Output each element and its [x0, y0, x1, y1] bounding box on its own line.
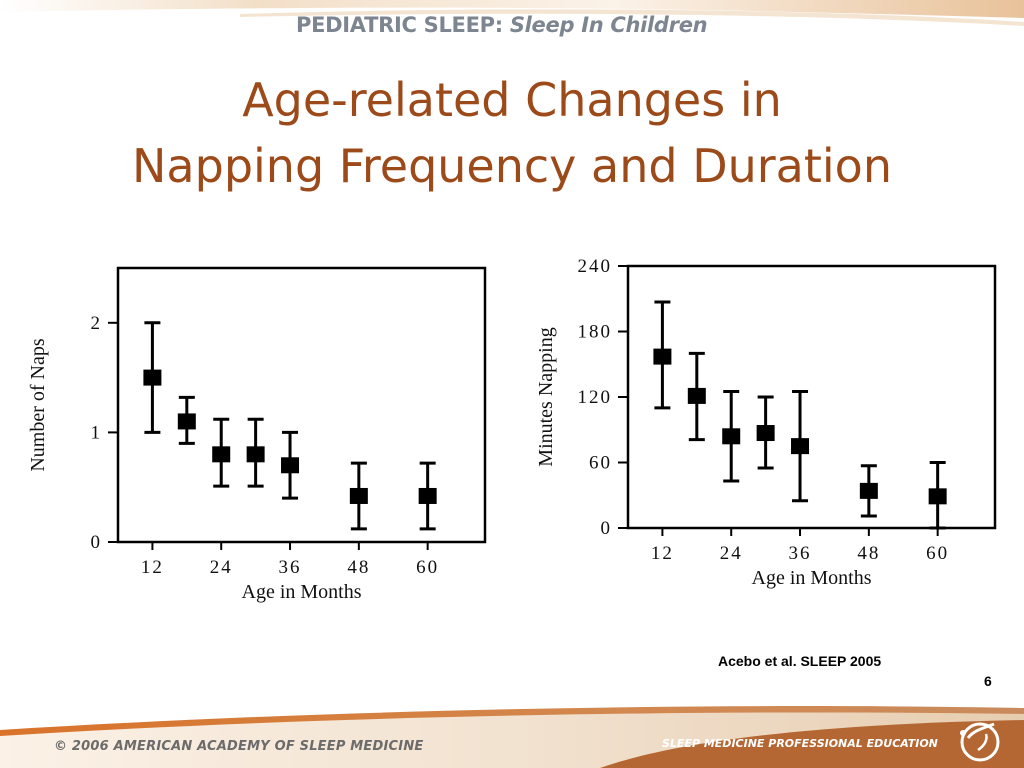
- x-tick-label: 24: [720, 543, 743, 564]
- y-tick-label: 2: [91, 313, 103, 334]
- x-tick-label: 24: [210, 557, 233, 578]
- footer-band: [0, 700, 1024, 768]
- x-tick-label: 36: [789, 543, 812, 564]
- y-tick-label: 1: [91, 422, 103, 443]
- x-tick-label: 60: [926, 543, 949, 564]
- aasm-logo: [950, 716, 1006, 766]
- data-point-marker: [757, 425, 775, 441]
- data-point-marker: [350, 488, 368, 504]
- x-tick-label: 48: [857, 543, 880, 564]
- slide-title-line-2: Napping Frequency and Duration: [0, 136, 1024, 196]
- data-point-marker: [281, 457, 299, 473]
- y-tick-label: 60: [589, 453, 612, 474]
- data-point-marker: [143, 370, 161, 386]
- x-tick-label: 48: [347, 557, 370, 578]
- x-tick-label: 12: [651, 543, 674, 564]
- data-point-marker: [419, 488, 437, 504]
- y-axis-label: Minutes Napping: [535, 327, 557, 466]
- header-title-prefix: PEDIATRIC SLEEP:: [296, 13, 503, 37]
- y-axis-label: Number of Naps: [27, 338, 49, 472]
- data-point-marker: [212, 446, 230, 462]
- slide-title-line-1: Age-related Changes in: [0, 70, 1024, 130]
- footer-program-name: SLEEP MEDICINE PROFESSIONAL EDUCATION: [662, 737, 938, 750]
- citation: Acebo et al. SLEEP 2005: [718, 653, 881, 669]
- header-title: PEDIATRIC SLEEP: Sleep In Children: [296, 13, 707, 37]
- data-point-marker: [722, 428, 740, 444]
- page-number: 6: [984, 673, 992, 689]
- data-point-marker: [929, 488, 947, 504]
- x-tick-label: 36: [279, 557, 302, 578]
- data-point-marker: [247, 446, 265, 462]
- nap-minutes-chart: 0 60 120 180 240 12 24 36 48 60 Age in Months Minut…: [512, 240, 1024, 610]
- y-tick-label: 0: [601, 518, 613, 539]
- header-title-suffix: Sleep In Children: [503, 13, 707, 37]
- y-tick-label: 180: [578, 322, 613, 343]
- y-tick-label: 240: [578, 256, 613, 277]
- x-tick-label: 12: [141, 557, 164, 578]
- x-tick-label: 60: [416, 557, 439, 578]
- data-point-marker: [688, 388, 706, 404]
- data-point-marker: [791, 438, 809, 454]
- data-point-marker: [178, 413, 196, 429]
- footer-copyright: © 2006 AMERICAN ACADEMY OF SLEEP MEDICIN…: [54, 739, 423, 754]
- y-tick-label: 120: [578, 387, 613, 408]
- data-point-marker: [860, 483, 878, 499]
- y-tick-label: 0: [91, 532, 103, 553]
- data-point-marker: [653, 349, 671, 365]
- x-axis-label: Age in Months: [242, 581, 362, 603]
- x-axis-label: Age in Months: [752, 567, 872, 589]
